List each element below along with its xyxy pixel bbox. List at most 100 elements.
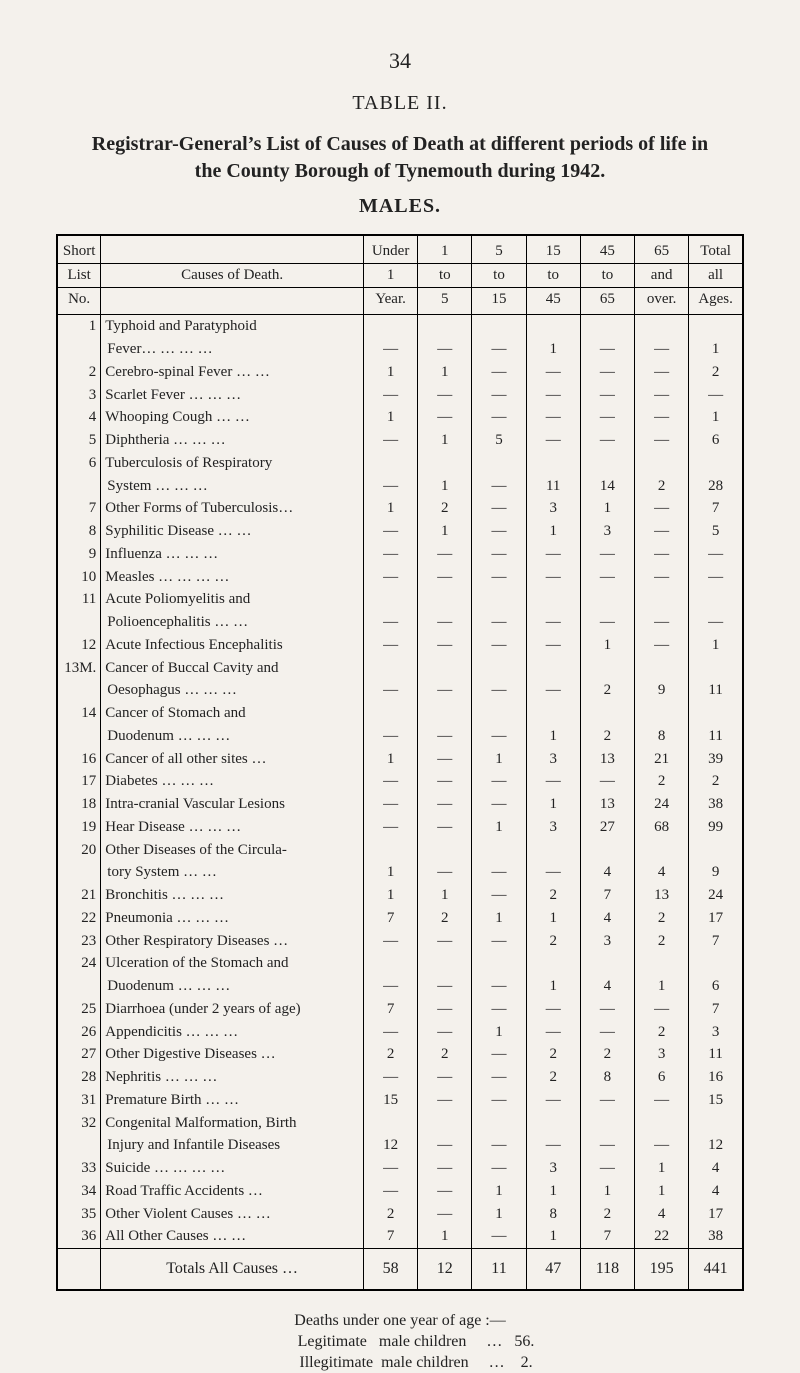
row-val: 24	[635, 793, 689, 816]
row-val: —	[526, 679, 580, 702]
row-val: —	[580, 1134, 634, 1157]
row-val: 2	[689, 770, 743, 793]
row-val: 7	[580, 1225, 634, 1248]
row-no: 16	[57, 748, 101, 771]
row-no: 6	[57, 452, 101, 475]
row-val: —	[418, 384, 472, 407]
row-val: 2	[364, 1203, 418, 1226]
row-val: —	[472, 998, 526, 1021]
row-val: 6	[689, 975, 743, 998]
row-val: 1	[689, 406, 743, 429]
row-val: —	[526, 566, 580, 589]
row-val	[689, 588, 743, 611]
row-val: 1	[418, 475, 472, 498]
row-val	[364, 1112, 418, 1135]
row-val: —	[472, 679, 526, 702]
row-val	[472, 702, 526, 725]
row-val: —	[580, 1157, 634, 1180]
row-val: 1	[526, 725, 580, 748]
row-val: 4	[689, 1180, 743, 1203]
row-val: 1	[580, 634, 634, 657]
row-val: 1	[364, 861, 418, 884]
totals-val: 11	[472, 1249, 526, 1291]
row-val: —	[472, 361, 526, 384]
row-val: 24	[689, 884, 743, 907]
row-val: 3	[580, 520, 634, 543]
row-val: —	[472, 338, 526, 361]
hdr-a3-l3: 45	[526, 287, 580, 315]
row-val: 2	[580, 1043, 634, 1066]
totals-val: 12	[418, 1249, 472, 1291]
row-val: —	[526, 384, 580, 407]
row-val: —	[472, 543, 526, 566]
row-val: 4	[635, 861, 689, 884]
table-row: 35Other Violent Causes … …2—182417	[57, 1203, 743, 1226]
row-val: 1	[526, 1225, 580, 1248]
row-val: 2	[526, 1043, 580, 1066]
row-val: —	[472, 384, 526, 407]
row-no	[57, 338, 101, 361]
row-val: —	[526, 543, 580, 566]
row-no: 9	[57, 543, 101, 566]
row-val: 99	[689, 816, 743, 839]
row-val: —	[526, 861, 580, 884]
table-label: TABLE II.	[56, 92, 744, 115]
row-no: 26	[57, 1021, 101, 1044]
row-val: —	[580, 361, 634, 384]
row-cause: Duodenum … … …	[101, 725, 364, 748]
row-val: —	[364, 543, 418, 566]
row-no: 25	[57, 998, 101, 1021]
row-val	[689, 1112, 743, 1135]
totals-row: Totals All Causes …58121147118195441	[57, 1249, 743, 1291]
row-val	[472, 588, 526, 611]
row-val: —	[418, 725, 472, 748]
row-no	[57, 725, 101, 748]
row-val: —	[418, 566, 472, 589]
row-val: —	[364, 429, 418, 452]
row-val: 2	[689, 361, 743, 384]
row-val: —	[364, 1021, 418, 1044]
row-val: —	[526, 406, 580, 429]
row-val: 1	[472, 748, 526, 771]
row-val: —	[635, 634, 689, 657]
table-row: System … … …—1—1114228	[57, 475, 743, 498]
row-val: —	[364, 770, 418, 793]
row-val: —	[472, 1134, 526, 1157]
row-val: —	[364, 793, 418, 816]
table-row: 17Diabetes … … …—————22	[57, 770, 743, 793]
row-val: 1	[472, 816, 526, 839]
totals-no	[57, 1249, 101, 1291]
hdr-no-l1: Short	[57, 235, 101, 263]
row-val: 11	[689, 1043, 743, 1066]
row-val: —	[364, 1157, 418, 1180]
causes-table: Short Under 1 5 15 45 65 Total List Caus…	[56, 234, 744, 1291]
row-val: 1	[526, 338, 580, 361]
hdr-a6-l3: Ages.	[689, 287, 743, 315]
row-val: 7	[689, 497, 743, 520]
row-val: 8	[635, 725, 689, 748]
row-val: —	[418, 998, 472, 1021]
row-val: —	[635, 520, 689, 543]
row-val: 2	[635, 930, 689, 953]
row-val: 1	[418, 520, 472, 543]
row-val: —	[472, 930, 526, 953]
row-val: —	[364, 338, 418, 361]
row-no: 7	[57, 497, 101, 520]
row-val: —	[635, 543, 689, 566]
row-val: —	[635, 338, 689, 361]
row-no: 23	[57, 930, 101, 953]
row-val: 68	[635, 816, 689, 839]
row-val: 1	[364, 497, 418, 520]
row-val: 2	[580, 679, 634, 702]
row-val: 3	[526, 497, 580, 520]
hdr-no-l3: No.	[57, 287, 101, 315]
row-no: 2	[57, 361, 101, 384]
row-cause: Influenza … … …	[101, 543, 364, 566]
table-row: 2Cerebro-spinal Fever … …11————2	[57, 361, 743, 384]
row-val: —	[472, 725, 526, 748]
row-val	[635, 588, 689, 611]
row-val: —	[418, 1157, 472, 1180]
totals-val: 47	[526, 1249, 580, 1291]
row-val: —	[472, 861, 526, 884]
row-cause: Oesophagus … … …	[101, 679, 364, 702]
